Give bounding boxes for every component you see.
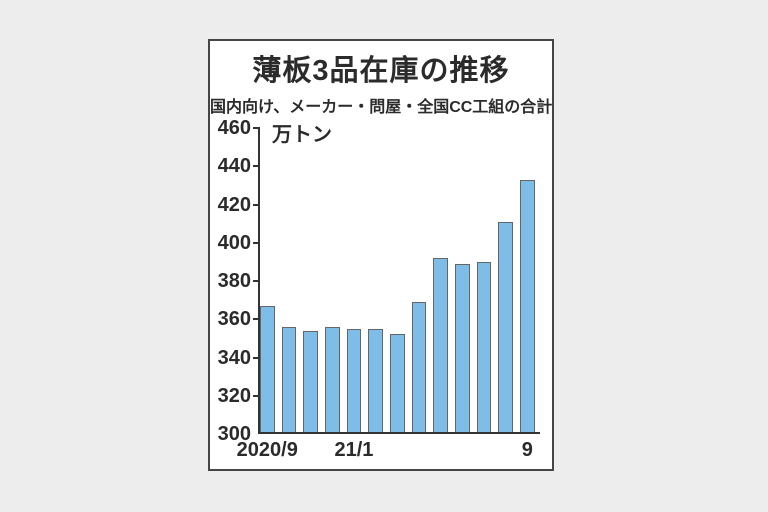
chart-card: 薄板3品在庫の推移 国内向け、メーカー・問屋・全国CC工組の合計 万トン 460… [208,39,554,471]
bar [520,179,535,432]
y-tick-mark [253,241,260,244]
x-tick-label: 9 [521,439,533,461]
bar [303,330,318,432]
y-tick-label: 440 [217,155,251,178]
y-tick-label: 340 [217,346,251,369]
y-tick-mark [253,165,260,168]
bar [390,334,405,432]
y-tick-label: 320 [217,384,251,407]
y-tick-mark [253,280,260,282]
bar [455,263,470,432]
bar [498,221,513,432]
x-tick-label: 2020/9 [236,439,298,461]
y-tick-label: 380 [217,270,251,292]
y-tick-mark [253,203,260,206]
plot-area: 万トン 460 440 420 400 380 360 340 320 300 2020/9 21/… [218,117,540,461]
y-tick-label: 400 [217,231,251,254]
bar [260,305,275,432]
chart-title: 薄板3品在庫の推移 [252,55,510,87]
y-axis-unit-label: 万トン [272,124,332,146]
y-tick-label: 420 [217,193,251,216]
bar [325,326,340,432]
bar [411,301,427,432]
y-tick-mark [253,394,260,397]
y-tick-mark [253,127,260,129]
x-tick-label: 21/1 [334,439,374,461]
bar [346,328,362,432]
bar [476,261,492,432]
bar [433,257,448,432]
y-tick-label: 360 [217,308,251,331]
bar [281,326,297,432]
y-tick-mark [253,318,260,321]
y-tick-label: 300 [217,423,251,445]
chart-subtitle: 国内向け、メーカー・問屋・全国CC工組の合計 [210,99,553,116]
bar [368,328,383,432]
y-tick-mark [253,356,260,359]
y-tick-label: 460 [217,117,251,139]
